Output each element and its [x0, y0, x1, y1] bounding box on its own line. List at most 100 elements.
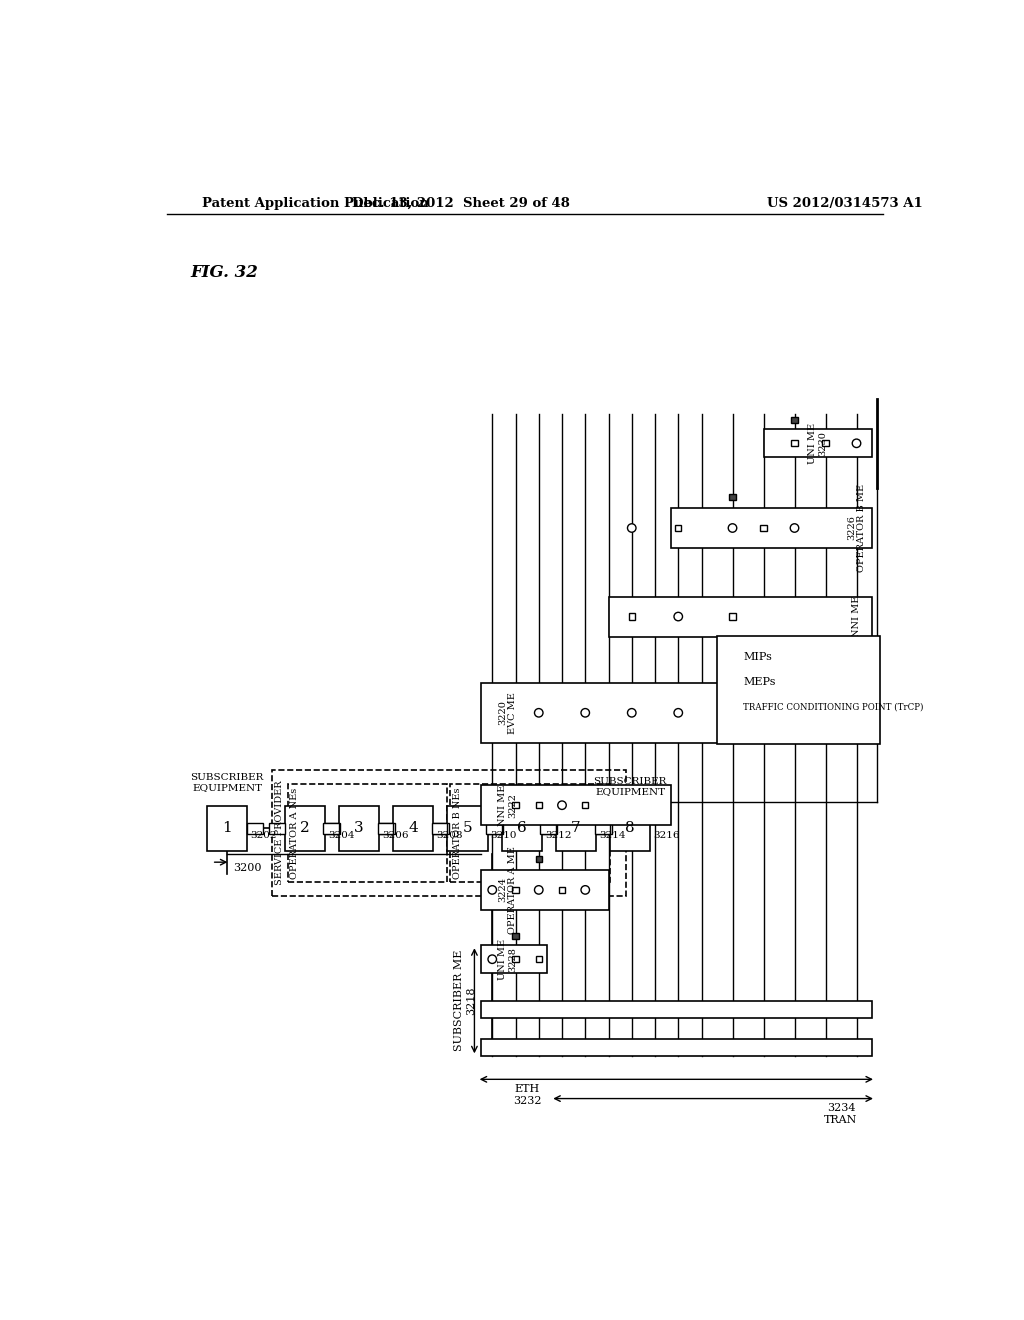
Bar [325, 822, 340, 834]
Bar [595, 822, 610, 834]
Text: 3226
OPERATOR B ME: 3226 OPERATOR B ME [847, 484, 866, 572]
Circle shape [791, 524, 799, 532]
Text: 3224
OPERATOR A ME: 3224 OPERATOR A ME [498, 846, 517, 933]
Circle shape [488, 954, 497, 964]
Bar [324, 822, 339, 834]
Circle shape [535, 886, 543, 894]
Bar [792, 417, 798, 424]
Text: 3204: 3204 [328, 832, 354, 841]
Bar [451, 784, 610, 882]
Text: Patent Application Publication: Patent Application Publication [202, 197, 428, 210]
Bar [729, 614, 735, 619]
Bar [480, 682, 872, 743]
Text: 3234
TRAN: 3234 TRAN [824, 1104, 858, 1125]
Bar [269, 822, 285, 834]
Bar [512, 887, 518, 892]
Bar [512, 933, 518, 940]
Bar [512, 956, 518, 962]
Bar [393, 807, 433, 850]
Circle shape [581, 886, 590, 894]
Bar [480, 870, 608, 909]
Bar [379, 822, 394, 834]
Text: TRAFFIC CONDITIONING POINT (TrCP): TRAFFIC CONDITIONING POINT (TrCP) [743, 702, 924, 711]
Circle shape [674, 709, 683, 717]
Text: OPERATOR B NEs: OPERATOR B NEs [453, 787, 462, 879]
Bar [432, 822, 447, 834]
Text: UNI ME
3228: UNI ME 3228 [498, 939, 517, 979]
Circle shape [628, 524, 636, 532]
Circle shape [852, 440, 861, 447]
Text: NNI ME: NNI ME [852, 595, 861, 638]
Text: 7: 7 [571, 821, 581, 836]
Text: MIPs: MIPs [743, 652, 772, 663]
Bar [480, 1001, 872, 1018]
Bar [480, 785, 671, 825]
Text: 3212: 3212 [545, 832, 571, 841]
Circle shape [558, 801, 566, 809]
Bar [536, 956, 542, 962]
Text: 3214: 3214 [599, 832, 626, 841]
Bar [447, 807, 487, 850]
Text: 5: 5 [463, 821, 472, 836]
Bar [288, 784, 447, 882]
Circle shape [730, 653, 738, 661]
Circle shape [628, 709, 636, 717]
Text: NNI ME
3222: NNI ME 3222 [498, 784, 517, 826]
Circle shape [488, 886, 497, 894]
Text: 3208: 3208 [436, 832, 463, 841]
Text: 3202: 3202 [251, 832, 276, 841]
Text: SUBSCRIBER ME
3218: SUBSCRIBER ME 3218 [455, 950, 476, 1052]
Bar [378, 822, 393, 834]
Text: SERVICE PROVIDER: SERVICE PROVIDER [274, 780, 284, 886]
Text: ETH
3232: ETH 3232 [513, 1084, 542, 1106]
Bar [822, 441, 828, 446]
Circle shape [581, 709, 590, 717]
Bar [729, 494, 735, 500]
Bar [610, 807, 650, 850]
Bar [792, 441, 798, 446]
Text: 2: 2 [300, 821, 309, 836]
Text: 3206: 3206 [382, 832, 409, 841]
Text: 3216: 3216 [653, 832, 680, 841]
Bar [761, 525, 767, 531]
Bar [596, 822, 611, 834]
Text: US 2012/0314573 A1: US 2012/0314573 A1 [767, 197, 923, 210]
Bar [285, 807, 325, 850]
Bar [433, 822, 449, 834]
Bar [272, 770, 626, 896]
Bar [536, 803, 542, 808]
Text: 1: 1 [222, 821, 232, 836]
Bar [559, 887, 565, 892]
Bar [717, 636, 880, 743]
Bar [502, 807, 542, 850]
Bar [542, 822, 557, 834]
Bar [480, 1039, 872, 1056]
Text: 3220
EVC ME: 3220 EVC ME [498, 692, 517, 734]
Bar [487, 822, 503, 834]
Bar [556, 807, 596, 850]
Text: OPERATOR A NEs: OPERATOR A NEs [290, 787, 299, 879]
Bar [207, 807, 248, 850]
Text: Dec. 13, 2012  Sheet 29 of 48: Dec. 13, 2012 Sheet 29 of 48 [352, 197, 570, 210]
Text: 8: 8 [626, 821, 635, 836]
Circle shape [728, 524, 736, 532]
Bar [731, 678, 737, 685]
Circle shape [674, 612, 683, 620]
Text: 3210: 3210 [490, 832, 517, 841]
Bar [512, 803, 518, 808]
Text: 6: 6 [517, 821, 526, 836]
Bar [675, 525, 681, 531]
Text: 3200: 3200 [233, 862, 262, 873]
Bar [608, 597, 872, 636]
Bar [583, 803, 589, 808]
Text: UNI ME
3230: UNI ME 3230 [808, 422, 827, 463]
Bar [541, 822, 556, 834]
Bar [764, 429, 872, 457]
Bar [629, 614, 635, 619]
Bar [480, 945, 547, 973]
Bar [339, 807, 379, 850]
Text: FIG. 32: FIG. 32 [190, 264, 258, 281]
Text: 4: 4 [409, 821, 418, 836]
Text: 3: 3 [354, 821, 364, 836]
Circle shape [535, 709, 543, 717]
